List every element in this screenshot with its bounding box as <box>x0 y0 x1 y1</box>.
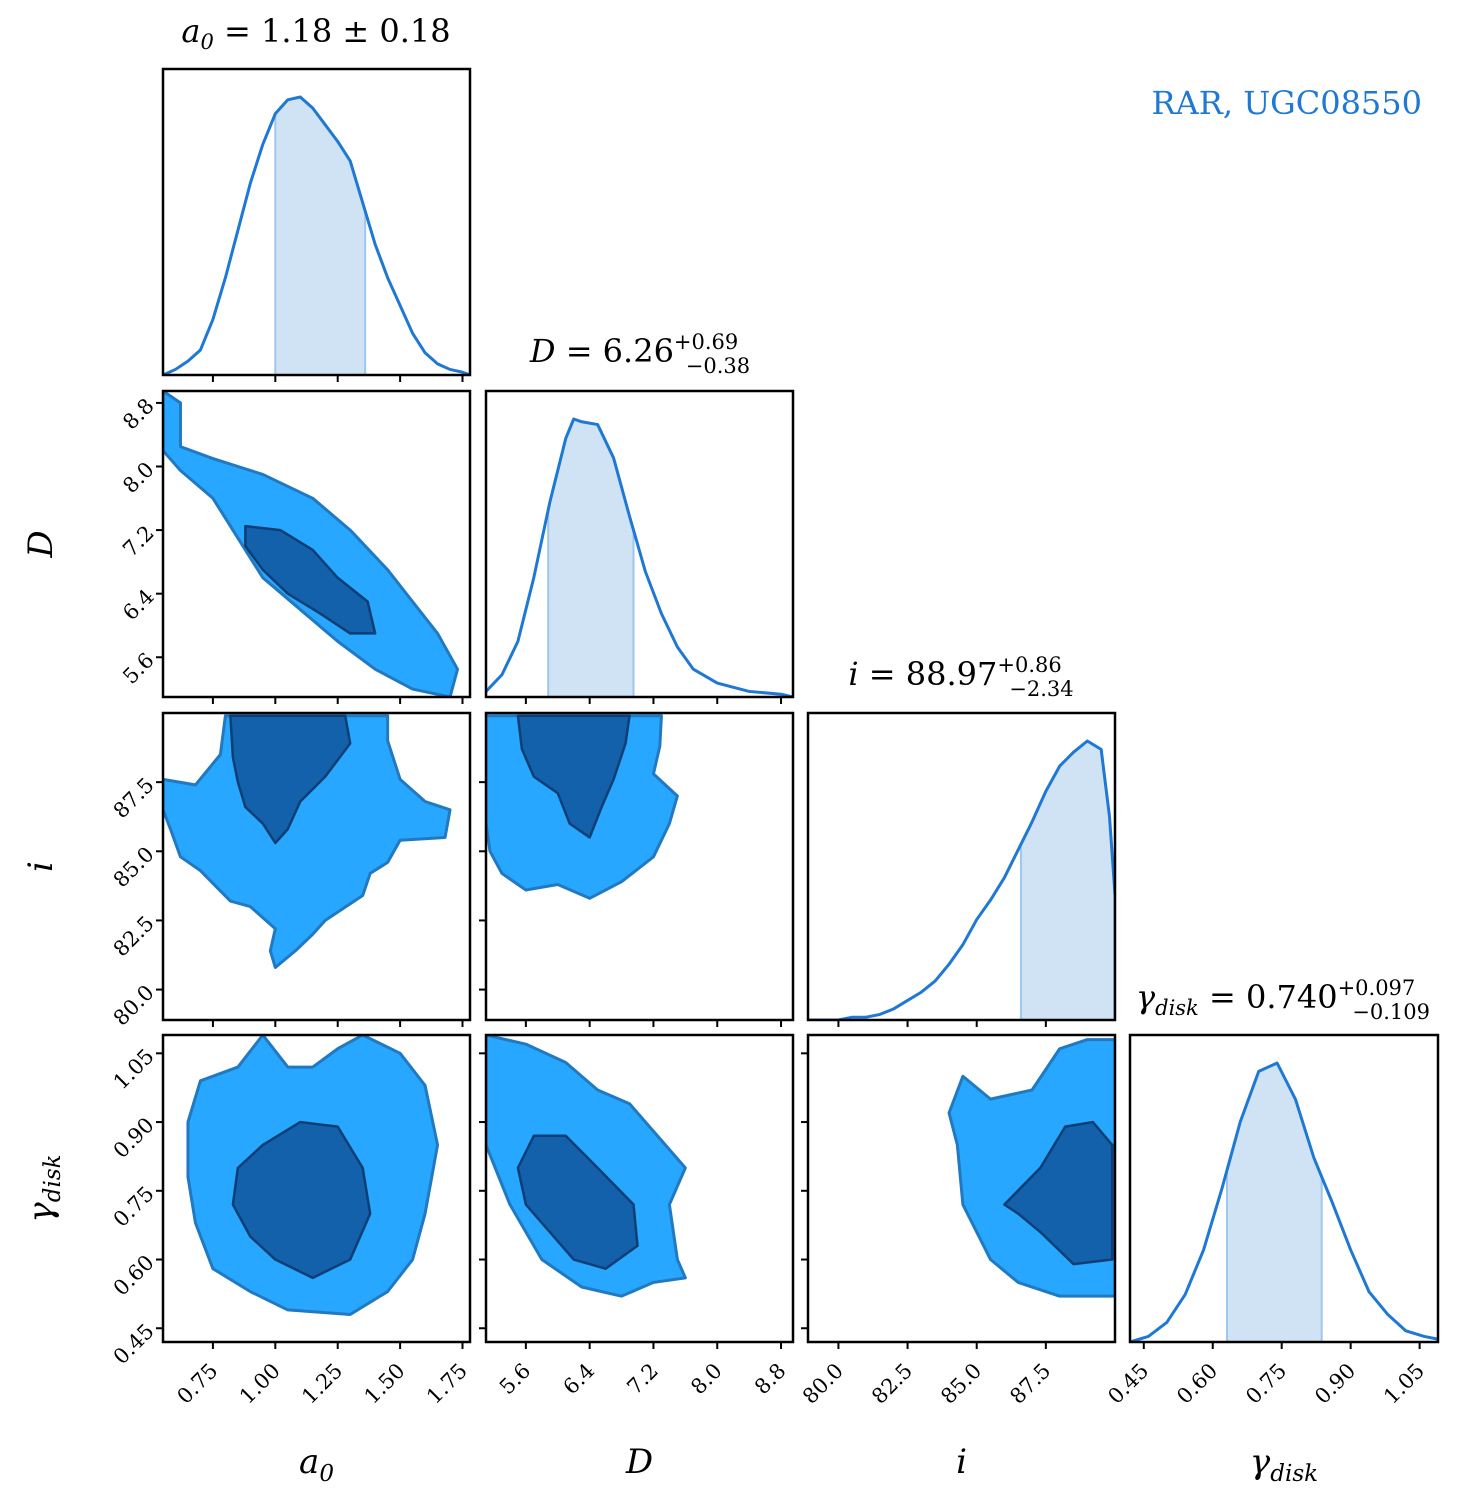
x-tick-label-D: 8.0 <box>686 1359 727 1400</box>
x-tick-label-a0: 1.50 <box>360 1359 410 1409</box>
x-tick-label-D: 5.6 <box>495 1359 536 1400</box>
panels <box>156 67 1440 1349</box>
density-curve-i <box>808 739 1115 1020</box>
marginal-i <box>808 739 1115 1020</box>
y-axis-label-D: D <box>21 530 61 558</box>
x-tick-label-gdisk: 1.05 <box>1379 1359 1429 1409</box>
density-curve-gdisk <box>1130 1061 1438 1342</box>
frame-3-3 <box>1128 1033 1440 1344</box>
frame-3-0 <box>161 1033 472 1344</box>
title-i: i = 88.97+0.86 −2.34 <box>848 653 1073 701</box>
marginal-gdisk <box>1130 1061 1438 1342</box>
y-tick-label-D: 5.6 <box>118 648 159 689</box>
frame-2-1 <box>484 711 795 1022</box>
density-curve-D <box>486 417 793 697</box>
y-tick-label-D: 6.4 <box>118 584 159 625</box>
legend-label: RAR, UGC08550 <box>1152 84 1422 122</box>
y-tick-label-gdisk: 0.75 <box>109 1182 159 1232</box>
contour-a0-D <box>163 391 460 697</box>
frame-1-0 <box>161 389 472 699</box>
y-tick-label-gdisk: 0.60 <box>109 1250 159 1300</box>
credible-band-gdisk <box>1226 1063 1322 1342</box>
contour-inner-D-gdisk <box>516 1134 639 1270</box>
x-tick-label-a0: 1.00 <box>235 1359 285 1409</box>
y-tick-label-i: 80.0 <box>109 980 159 1030</box>
frame-2-0 <box>161 711 472 1022</box>
x-tick-label-i: 82.5 <box>867 1359 917 1409</box>
x-tick-label-i: 87.5 <box>1005 1359 1055 1409</box>
contour-a0-gdisk <box>186 1035 440 1317</box>
x-tick-label-gdisk: 0.60 <box>1172 1359 1222 1409</box>
x-tick-label-D: 7.2 <box>622 1359 663 1400</box>
y-tick-label-gdisk: 0.45 <box>109 1319 159 1369</box>
contour-D-gdisk <box>486 1035 687 1298</box>
y-tick-label-D: 8.8 <box>118 394 159 435</box>
contour-inner-D-i <box>516 714 631 839</box>
contour-outer-a0-D <box>163 391 460 697</box>
y-axis-label-gdisk: γdisk <box>21 1154 66 1222</box>
x-tick-label-a0: 1.75 <box>422 1359 472 1409</box>
title-gdisk: γdisk = 0.740+0.097 −0.109 <box>1136 976 1430 1024</box>
contour-i-gdisk <box>947 1038 1115 1298</box>
frame-2-2 <box>806 711 1117 1022</box>
credible-band-a0 <box>275 97 366 375</box>
x-axis-label-i: i <box>956 1442 967 1482</box>
contour-inner-a0-i <box>229 714 352 845</box>
density-curve-a0 <box>163 95 470 375</box>
y-tick-label-D: 7.2 <box>118 521 159 562</box>
credible-band-i <box>1020 741 1115 1020</box>
x-axis-label-a0: a0 <box>299 1442 334 1487</box>
x-tick-label-D: 8.8 <box>750 1359 791 1400</box>
x-tick-label-a0: 0.75 <box>172 1359 222 1409</box>
x-tick-label-i: 80.0 <box>798 1359 848 1409</box>
y-tick-label-i: 85.0 <box>109 842 159 892</box>
contour-inner-a0-gdisk <box>231 1120 372 1280</box>
x-tick-label-gdisk: 0.90 <box>1310 1359 1360 1409</box>
contour-a0-i <box>163 714 452 969</box>
x-tick-label-gdisk: 0.45 <box>1103 1359 1153 1409</box>
y-tick-label-gdisk: 0.90 <box>109 1113 159 1163</box>
frame-1-1 <box>484 389 795 699</box>
x-axis-label-D: D <box>625 1442 653 1482</box>
frame-0-0 <box>161 67 472 377</box>
y-tick-label-i: 87.5 <box>109 773 159 823</box>
x-tick-label-gdisk: 0.75 <box>1241 1359 1291 1409</box>
title-D: D = 6.26+0.69 −0.38 <box>529 330 750 378</box>
contour-inner-i-gdisk <box>1003 1120 1114 1266</box>
credible-band-D <box>548 419 634 697</box>
y-tick-label-i: 82.5 <box>109 911 159 961</box>
marginal-D <box>486 417 793 697</box>
contour-D-i <box>486 714 679 900</box>
marginal-a0 <box>163 95 470 375</box>
frame-3-1 <box>484 1033 795 1344</box>
title-a0: a0 = 1.18 ± 0.18 <box>181 12 450 54</box>
y-tick-label-gdisk: 1.05 <box>109 1044 159 1094</box>
frame-3-2 <box>806 1033 1117 1344</box>
y-tick-label-D: 8.0 <box>118 457 159 498</box>
contour-outer-a0-i <box>163 714 452 969</box>
x-tick-label-a0: 1.25 <box>297 1359 347 1409</box>
contour-inner-a0-D <box>244 524 377 635</box>
y-axis-label-i: i <box>21 861 61 872</box>
x-tick-label-i: 85.0 <box>936 1359 986 1409</box>
x-tick-label-D: 6.4 <box>559 1359 600 1400</box>
x-axis-label-gdisk: γdisk <box>1250 1442 1318 1487</box>
